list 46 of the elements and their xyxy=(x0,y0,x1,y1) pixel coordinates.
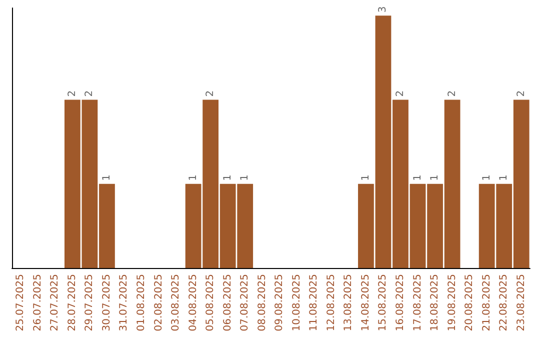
x-tick-label: 28.07.2025 xyxy=(66,274,78,332)
x-tick-label: 16.08.2025 xyxy=(395,274,406,332)
x-tick-label: 27.07.2025 xyxy=(50,274,61,332)
x-tick-label: 01.08.2025 xyxy=(136,274,147,332)
data-label: 2 xyxy=(516,90,527,97)
data-label: 1 xyxy=(481,174,492,181)
x-tick-label: 04.08.2025 xyxy=(188,274,199,332)
data-label: 2 xyxy=(84,90,96,97)
x-tick-label: 06.08.2025 xyxy=(222,274,234,332)
x-tick-label: 22.08.2025 xyxy=(498,274,510,332)
x-tick-label: 12.08.2025 xyxy=(326,274,337,332)
data-label: 1 xyxy=(188,174,199,181)
x-tick-label: 15.08.2025 xyxy=(378,274,389,332)
x-tick-label: 08.08.2025 xyxy=(256,274,268,332)
data-label: 2 xyxy=(446,90,458,97)
x-tick-label: 20.08.2025 xyxy=(464,274,476,332)
data-label: 3 xyxy=(378,6,389,13)
x-tick-label: 03.08.2025 xyxy=(170,274,182,332)
x-tick-label: 17.08.2025 xyxy=(412,274,424,332)
x-tick-label: 30.07.2025 xyxy=(101,274,112,332)
data-label: 1 xyxy=(360,174,372,181)
x-tick-label: 05.08.2025 xyxy=(205,274,216,332)
x-tick-label: 02.08.2025 xyxy=(153,274,164,332)
x-tick-label: 07.08.2025 xyxy=(240,274,251,332)
x-tick-label: 14.08.2025 xyxy=(360,274,372,332)
x-tick-label: 23.08.2025 xyxy=(516,274,527,332)
x-tick-label: 09.08.2025 xyxy=(274,274,286,332)
x-tick-label: 31.07.2025 xyxy=(118,274,130,332)
x-tick-label: 25.07.2025 xyxy=(15,274,26,332)
data-label: 1 xyxy=(498,174,510,181)
data-label: 2 xyxy=(395,90,406,97)
data-label: 1 xyxy=(101,174,112,181)
data-label: 2 xyxy=(205,90,216,97)
x-tick-label: 21.08.2025 xyxy=(481,274,492,332)
data-label: 2 xyxy=(66,90,78,97)
x-tick-label: 29.07.2025 xyxy=(84,274,96,332)
x-tick-label: 18.08.2025 xyxy=(430,274,441,332)
x-tick-label: 19.08.2025 xyxy=(446,274,458,332)
x-tick-label: 26.07.2025 xyxy=(32,274,44,332)
x-tick-label: 11.08.2025 xyxy=(308,274,320,332)
x-tick-label: 10.08.2025 xyxy=(291,274,302,332)
data-label: 1 xyxy=(412,174,424,181)
data-label: 1 xyxy=(430,174,441,181)
data-label: 1 xyxy=(222,174,234,181)
x-tick-label: 13.08.2025 xyxy=(343,274,354,332)
data-label: 1 xyxy=(240,174,251,181)
